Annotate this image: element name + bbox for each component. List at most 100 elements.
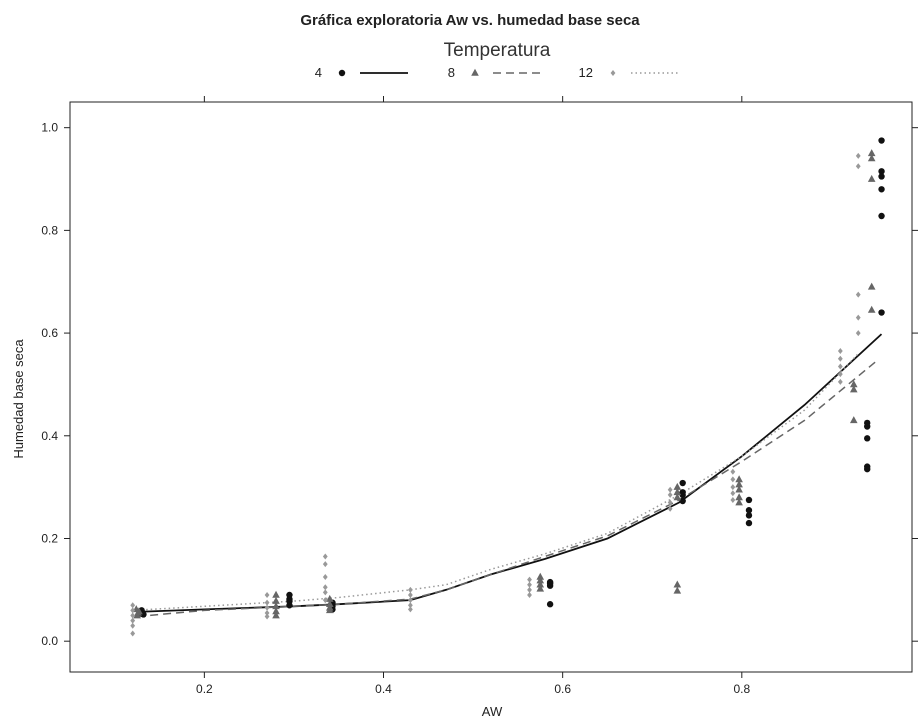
plot-frame bbox=[69, 101, 913, 673]
point-8 bbox=[735, 475, 743, 483]
point-12 bbox=[130, 607, 136, 614]
point-12 bbox=[322, 561, 328, 568]
point-12 bbox=[264, 599, 270, 606]
point-8 bbox=[325, 606, 334, 614]
point-12 bbox=[730, 496, 736, 503]
point-8 bbox=[673, 488, 682, 496]
point-12 bbox=[667, 499, 673, 506]
point-4 bbox=[878, 137, 885, 144]
point-12 bbox=[322, 553, 328, 560]
legend-label-8: 8 bbox=[448, 65, 455, 80]
point-12 bbox=[264, 613, 270, 620]
x-tick-label: 0.2 bbox=[196, 682, 213, 696]
point-4 bbox=[878, 168, 885, 175]
point-12 bbox=[837, 371, 843, 378]
point-4 bbox=[745, 496, 753, 504]
point-12 bbox=[837, 348, 843, 355]
point-12 bbox=[264, 609, 270, 616]
point-12 bbox=[130, 622, 136, 629]
point-8 bbox=[735, 493, 743, 501]
point-12 bbox=[527, 591, 532, 598]
point-12 bbox=[407, 586, 413, 593]
fit-line-4 bbox=[137, 333, 883, 613]
point-12 bbox=[527, 581, 532, 588]
legend-label-4: 4 bbox=[315, 65, 322, 80]
point-12 bbox=[730, 490, 736, 497]
point-4 bbox=[546, 580, 554, 587]
fit-line-8 bbox=[137, 360, 877, 618]
point-4 bbox=[864, 465, 871, 473]
point-12 bbox=[130, 630, 136, 637]
point-12 bbox=[322, 589, 328, 596]
point-8 bbox=[867, 282, 876, 290]
legend-label-12: 12 bbox=[579, 65, 593, 80]
point-12 bbox=[322, 597, 328, 604]
x-tick-label: 0.4 bbox=[375, 682, 392, 696]
point-4 bbox=[745, 512, 753, 519]
point-12 bbox=[264, 604, 270, 611]
y-tick-label: 0.2 bbox=[41, 531, 58, 545]
point-12 bbox=[855, 163, 861, 170]
point-8 bbox=[867, 149, 876, 157]
y-tick-label: 0.6 bbox=[41, 326, 58, 340]
point-12 bbox=[667, 486, 673, 493]
x-axis-label: AW bbox=[482, 704, 503, 719]
point-12 bbox=[855, 152, 861, 159]
point-8 bbox=[272, 596, 280, 604]
point-12 bbox=[730, 476, 736, 483]
point-8 bbox=[673, 493, 682, 501]
y-tick-label: 0.8 bbox=[41, 223, 58, 237]
point-8 bbox=[325, 594, 334, 602]
point-8 bbox=[867, 154, 876, 162]
point-4 bbox=[864, 435, 871, 442]
point-12 bbox=[407, 591, 413, 598]
point-4 bbox=[286, 602, 293, 609]
point-4 bbox=[679, 497, 686, 505]
point-12 bbox=[667, 491, 673, 498]
point-8 bbox=[272, 611, 280, 619]
point-8 bbox=[735, 480, 743, 488]
point-4 bbox=[546, 601, 554, 608]
point-12 bbox=[264, 591, 270, 598]
point-4 bbox=[745, 519, 753, 527]
point-12 bbox=[407, 597, 413, 604]
legend-marker-8 bbox=[471, 68, 479, 76]
point-12 bbox=[837, 378, 843, 385]
y-tick-label: 0.4 bbox=[41, 429, 58, 443]
point-8 bbox=[735, 485, 743, 493]
point-8 bbox=[867, 305, 876, 313]
point-4 bbox=[878, 173, 885, 180]
point-12 bbox=[837, 355, 843, 362]
point-12 bbox=[667, 505, 673, 512]
point-8 bbox=[536, 576, 545, 584]
point-4 bbox=[286, 595, 293, 603]
point-8 bbox=[867, 174, 876, 182]
point-8 bbox=[735, 498, 743, 506]
point-8 bbox=[325, 600, 334, 608]
point-12 bbox=[855, 314, 861, 321]
point-12 bbox=[322, 574, 328, 580]
point-8 bbox=[135, 607, 143, 615]
legend: 4 8 12 bbox=[315, 65, 679, 80]
x-tick-label: 0.8 bbox=[733, 682, 750, 696]
point-4 bbox=[745, 507, 753, 514]
point-4 bbox=[864, 423, 871, 430]
fit-lines bbox=[132, 333, 883, 618]
y-axis-label: Humedad base seca bbox=[11, 339, 26, 459]
point-12 bbox=[407, 602, 413, 609]
point-8 bbox=[272, 602, 280, 610]
y-tick-label: 0.0 bbox=[41, 634, 58, 648]
point-8 bbox=[536, 580, 545, 588]
point-12 bbox=[855, 291, 861, 298]
y-tick-label: 1.0 bbox=[41, 121, 58, 135]
point-12 bbox=[855, 330, 861, 337]
point-8 bbox=[849, 380, 858, 388]
point-12 bbox=[407, 606, 413, 613]
point-12 bbox=[730, 484, 736, 491]
point-12 bbox=[130, 612, 136, 619]
point-8 bbox=[272, 607, 280, 615]
point-4 bbox=[878, 309, 885, 316]
point-8 bbox=[673, 482, 682, 490]
point-8 bbox=[133, 611, 141, 619]
